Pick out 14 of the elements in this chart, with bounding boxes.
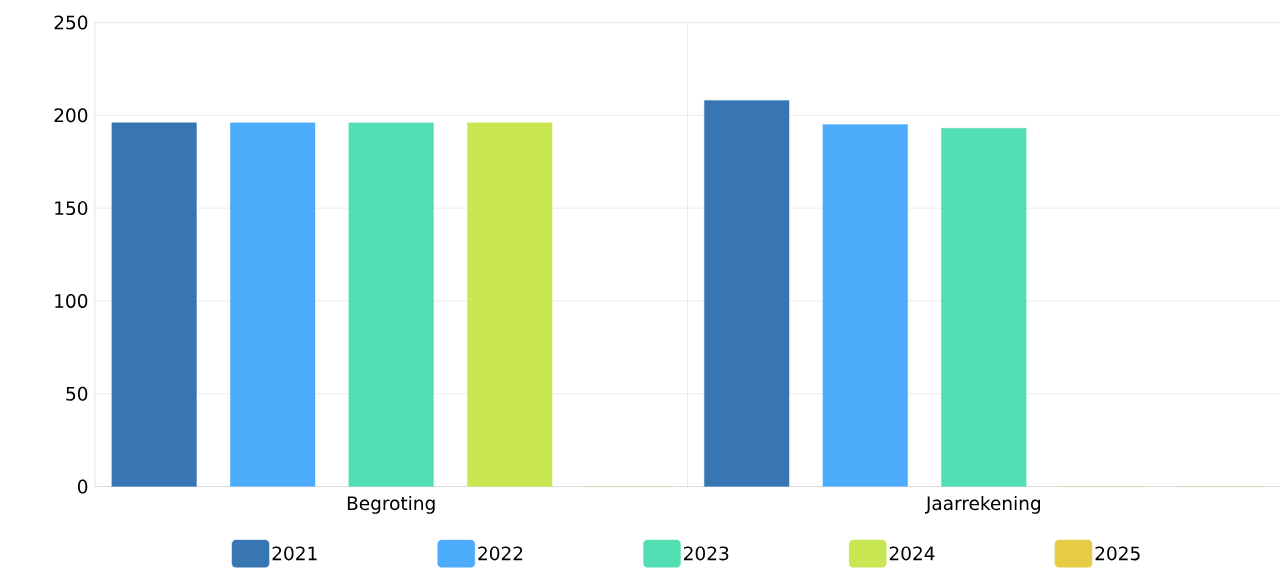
legend-label: 2024: [889, 546, 935, 561]
y-tick-label: 50: [66, 387, 88, 401]
x-tick-label: Jaarrekening: [924, 496, 1040, 515]
legend-label: 2021: [272, 546, 317, 561]
legend-label: 2025: [1095, 546, 1140, 561]
bar: [467, 122, 553, 487]
y-tick-label: 250: [54, 15, 88, 30]
y-tick-label: 0: [77, 479, 88, 494]
y-tick-label: 150: [55, 201, 88, 216]
x-tick-label: Begroting: [347, 496, 435, 515]
y-tick-label: 200: [54, 108, 88, 123]
y-tick-label: 100: [55, 294, 88, 309]
legend-label: 2022: [478, 546, 523, 561]
legend-label: 2023: [684, 546, 729, 561]
